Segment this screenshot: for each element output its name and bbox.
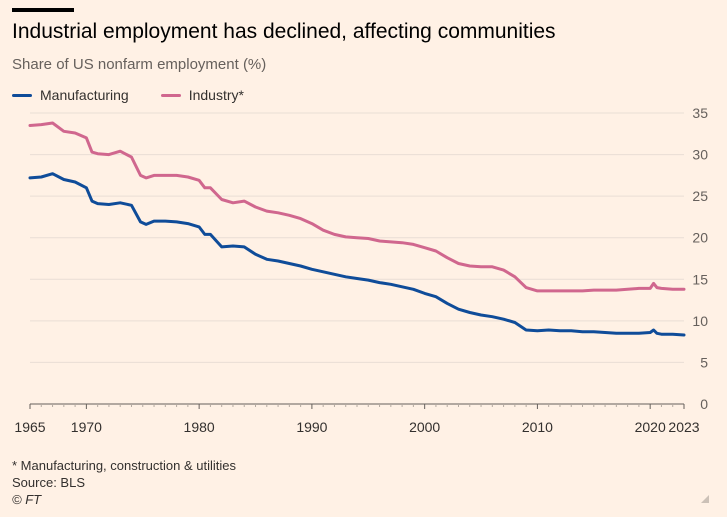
chart-legend: Manufacturing Industry*	[12, 87, 244, 103]
chart-footer: * Manufacturing, construction & utilitie…	[12, 457, 236, 508]
legend-item-industry: Industry*	[160, 87, 244, 103]
ft-credit: © FT	[12, 492, 42, 507]
x-tick-label: 1965	[14, 419, 45, 435]
x-tick-label: 2020	[635, 419, 666, 435]
legend-label-industry: Industry*	[188, 87, 244, 103]
x-tick-label: 1970	[71, 419, 102, 435]
x-tick-label: 2000	[409, 419, 440, 435]
chart-subtitle: Share of US nonfarm employment (%)	[12, 56, 267, 73]
series-line-manufacturing	[28, 172, 686, 337]
y-tick-label: 10	[692, 313, 708, 329]
y-tick-label: 30	[692, 147, 708, 163]
legend-swatch-industry	[160, 93, 181, 97]
y-tick-label: 15	[692, 271, 708, 287]
x-tick-label: 1990	[296, 419, 327, 435]
chart-title: Industrial employment has declined, affe…	[12, 20, 556, 43]
x-tick-label: 1980	[184, 419, 215, 435]
ft-title-bar	[12, 8, 74, 12]
source-note: Source: BLS	[12, 475, 85, 490]
legend-swatch-manufacturing	[12, 93, 32, 97]
y-tick-label: 20	[692, 230, 708, 246]
y-tick-label: 5	[700, 354, 708, 370]
footnote: * Manufacturing, construction & utilitie…	[12, 458, 236, 473]
y-tick-label: 0	[700, 396, 708, 412]
y-tick-label: 35	[692, 105, 708, 121]
series-line-industry	[28, 121, 686, 293]
legend-item-manufacturing: Manufacturing	[12, 87, 129, 103]
x-tick-label: 2010	[522, 419, 553, 435]
y-tick-label: 25	[692, 188, 708, 204]
x-tick-label: 2023	[668, 419, 699, 435]
resize-corner-icon[interactable]	[701, 495, 709, 503]
legend-label-manufacturing: Manufacturing	[40, 87, 129, 103]
